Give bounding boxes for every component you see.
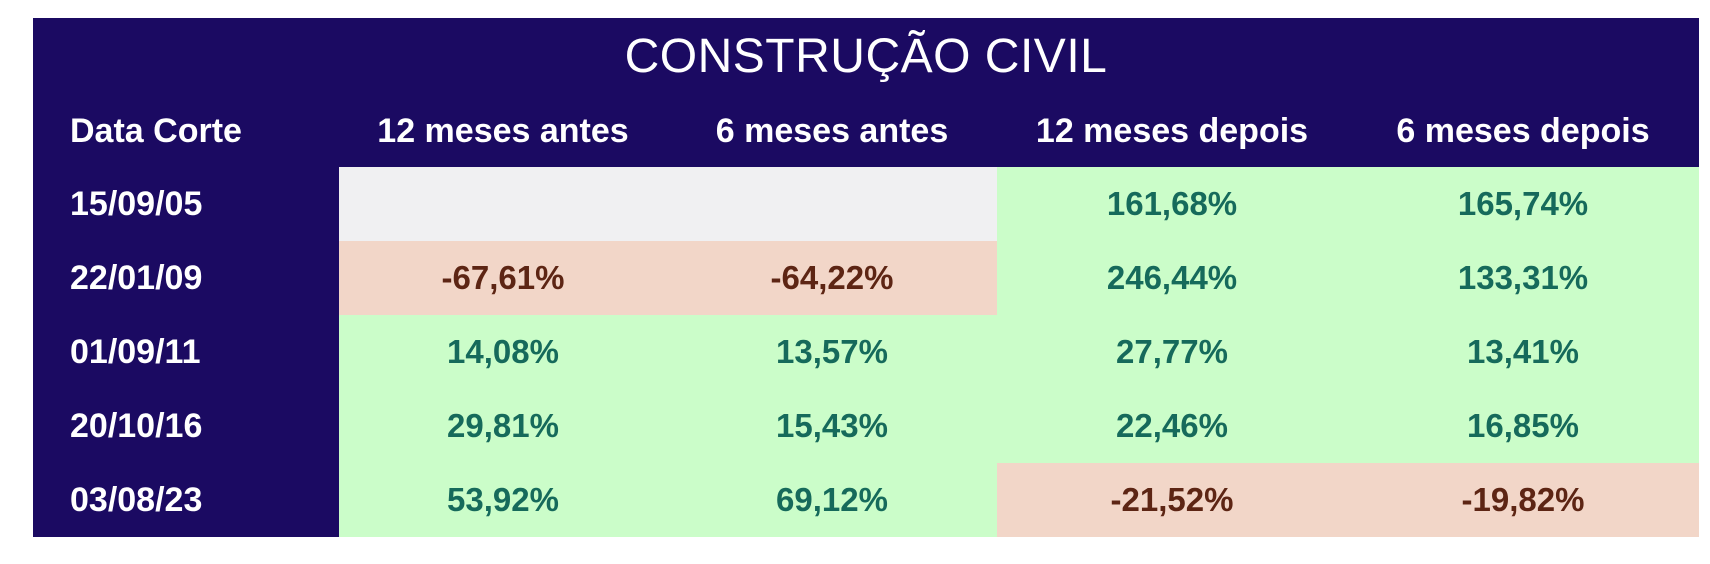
value-cell: 16,85% bbox=[1347, 389, 1699, 463]
value-cell bbox=[339, 167, 667, 241]
value-cell: 13,41% bbox=[1347, 315, 1699, 389]
construcao-civil-table: CONSTRUÇÃO CIVIL Data Corte 12 meses ant… bbox=[33, 18, 1699, 537]
value-cell: 22,46% bbox=[997, 389, 1347, 463]
value-cell: 133,31% bbox=[1347, 241, 1699, 315]
column-header-12-meses-depois: 12 meses depois bbox=[997, 95, 1347, 167]
date-cell: 22/01/09 bbox=[33, 241, 339, 315]
value-cell: 53,92% bbox=[339, 463, 667, 537]
value-cell: 165,74% bbox=[1347, 167, 1699, 241]
value-cell: -67,61% bbox=[339, 241, 667, 315]
date-cell: 03/08/23 bbox=[33, 463, 339, 537]
value-cell: -21,52% bbox=[997, 463, 1347, 537]
value-cell: 161,68% bbox=[997, 167, 1347, 241]
date-cell: 01/09/11 bbox=[33, 315, 339, 389]
value-cell: -19,82% bbox=[1347, 463, 1699, 537]
column-header-data-corte: Data Corte bbox=[33, 95, 339, 167]
column-header-12-meses-antes: 12 meses antes bbox=[339, 95, 667, 167]
value-cell: 69,12% bbox=[667, 463, 997, 537]
date-cell: 20/10/16 bbox=[33, 389, 339, 463]
value-cell: 14,08% bbox=[339, 315, 667, 389]
column-header-6-meses-antes: 6 meses antes bbox=[667, 95, 997, 167]
value-cell: 27,77% bbox=[997, 315, 1347, 389]
value-cell: 246,44% bbox=[997, 241, 1347, 315]
value-cell: 13,57% bbox=[667, 315, 997, 389]
date-cell: 15/09/05 bbox=[33, 167, 339, 241]
value-cell: -64,22% bbox=[667, 241, 997, 315]
column-header-6-meses-depois: 6 meses depois bbox=[1347, 95, 1699, 167]
table-title: CONSTRUÇÃO CIVIL bbox=[33, 18, 1699, 95]
value-cell bbox=[667, 167, 997, 241]
value-cell: 29,81% bbox=[339, 389, 667, 463]
value-cell: 15,43% bbox=[667, 389, 997, 463]
